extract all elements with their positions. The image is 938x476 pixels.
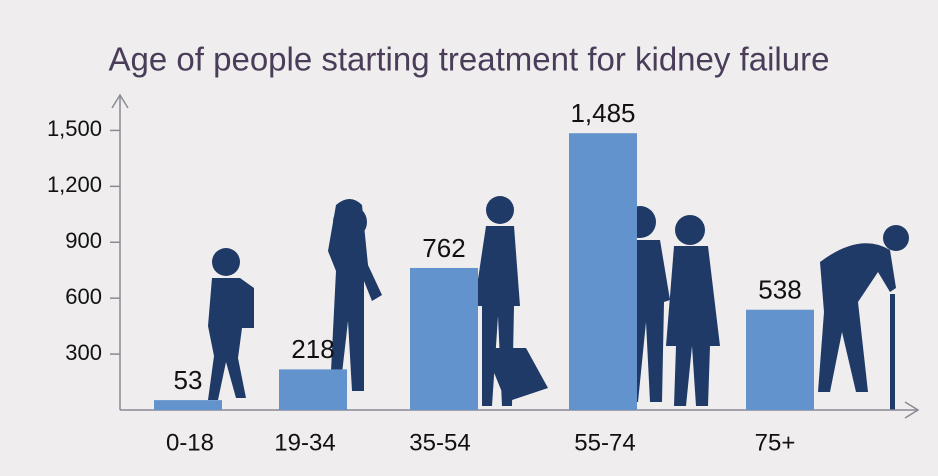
silhouette — [818, 243, 896, 392]
y-axis-arrow — [111, 93, 129, 109]
silhouette — [474, 226, 548, 406]
value-label: 53 — [174, 365, 203, 395]
silhouette — [675, 215, 705, 245]
value-label: 218 — [291, 334, 334, 364]
silhouette — [890, 294, 895, 410]
bar — [410, 267, 478, 410]
value-label: 538 — [758, 275, 801, 305]
x-tick-label: 75+ — [755, 429, 796, 456]
y-tick-label: 1,200 — [47, 172, 102, 197]
silhouette — [328, 199, 382, 391]
silhouette — [883, 225, 909, 251]
x-tick-label: 19-34 — [274, 429, 335, 456]
value-label: 762 — [422, 233, 465, 263]
x-tick-label: 55-74 — [574, 429, 635, 456]
x-tick-label: 0-18 — [166, 429, 214, 456]
x-axis-arrow — [904, 401, 920, 419]
silhouette — [208, 278, 254, 400]
bar — [746, 309, 814, 410]
y-tick-label: 300 — [65, 340, 102, 365]
y-tick-label: 1,500 — [47, 116, 102, 141]
value-label: 1,485 — [570, 98, 635, 128]
chart-title: Age of people starting treatment for kid… — [109, 41, 830, 78]
y-tick-label: 900 — [65, 228, 102, 253]
bar — [154, 400, 222, 410]
bar — [279, 369, 347, 410]
silhouette — [486, 196, 514, 224]
bar — [569, 133, 637, 410]
y-tick-label: 600 — [65, 284, 102, 309]
silhouette — [212, 248, 240, 276]
silhouette — [666, 246, 720, 406]
x-tick-label: 35-54 — [409, 429, 470, 456]
